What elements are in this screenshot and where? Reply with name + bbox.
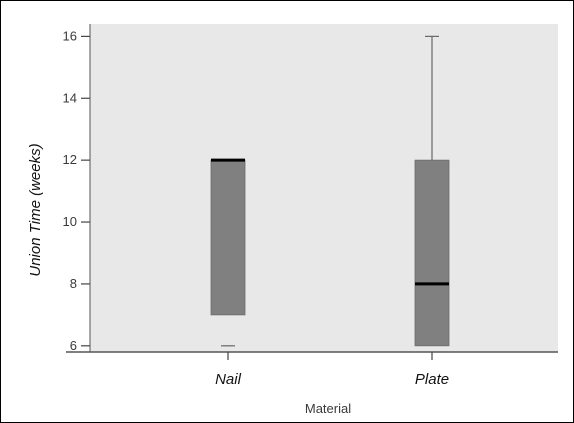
y-tick-label: 12 [63, 152, 77, 167]
y-tick-label: 6 [70, 338, 77, 353]
iqr-box [210, 159, 246, 316]
y-axis-ticks: 6 8 10 12 14 16 [63, 28, 90, 353]
box-nail [210, 158, 246, 347]
y-tick-label: 10 [63, 214, 77, 229]
chart-marks [210, 35, 450, 347]
y-axis-label: Union Time (weeks) [27, 143, 44, 276]
x-tick-label: Nail [215, 371, 242, 388]
y-tick-label: 8 [70, 276, 77, 291]
x-axis-ticks: Nail Plate [215, 352, 449, 388]
x-axis-label: Material [305, 401, 351, 416]
y-tick-label: 14 [63, 90, 77, 105]
iqr-box [414, 159, 450, 347]
box-plate [414, 35, 450, 347]
plot-area [90, 24, 558, 352]
y-tick-label: 16 [63, 28, 77, 43]
x-tick-label: Plate [415, 371, 449, 388]
